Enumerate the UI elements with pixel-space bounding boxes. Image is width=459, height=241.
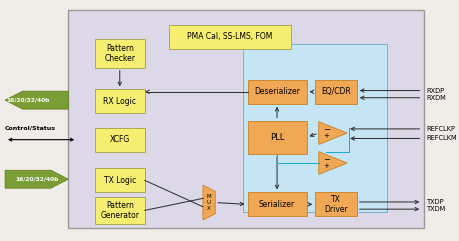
Text: RX Logic: RX Logic	[103, 97, 136, 106]
FancyBboxPatch shape	[314, 80, 356, 104]
Text: Control/Status: Control/Status	[5, 125, 56, 130]
FancyBboxPatch shape	[247, 120, 306, 154]
Text: TX
Driver: TX Driver	[324, 195, 347, 214]
Text: REFCLKM: REFCLKM	[426, 135, 456, 141]
Text: Serializer: Serializer	[258, 200, 295, 209]
Text: TXDP: TXDP	[426, 199, 443, 205]
Text: 16/20/32/40b: 16/20/32/40b	[15, 177, 58, 182]
FancyBboxPatch shape	[95, 89, 145, 113]
Text: PMA Cal, SS-LMS, FOM: PMA Cal, SS-LMS, FOM	[187, 32, 272, 41]
Text: Deserializer: Deserializer	[253, 87, 299, 96]
Text: TXDM: TXDM	[426, 206, 445, 212]
FancyBboxPatch shape	[243, 44, 386, 212]
Text: +: +	[323, 134, 329, 140]
FancyBboxPatch shape	[247, 80, 306, 104]
FancyBboxPatch shape	[95, 128, 145, 152]
Text: REFCLKP: REFCLKP	[426, 126, 455, 132]
Text: +: +	[323, 163, 329, 169]
Text: Pattern
Checker: Pattern Checker	[104, 44, 135, 63]
FancyBboxPatch shape	[168, 25, 291, 49]
FancyBboxPatch shape	[247, 192, 306, 216]
Text: 16/20/32/40b: 16/20/32/40b	[6, 98, 50, 103]
FancyBboxPatch shape	[95, 39, 145, 68]
Polygon shape	[318, 152, 347, 174]
FancyBboxPatch shape	[68, 10, 424, 228]
Text: −: −	[323, 155, 330, 164]
FancyArrow shape	[5, 170, 68, 188]
Text: −: −	[323, 125, 330, 134]
FancyBboxPatch shape	[314, 192, 356, 216]
Text: RXDP: RXDP	[426, 87, 444, 94]
FancyBboxPatch shape	[95, 197, 145, 224]
Polygon shape	[318, 122, 347, 144]
Text: EQ/CDR: EQ/CDR	[320, 87, 350, 96]
Text: Pattern
Generator: Pattern Generator	[100, 201, 139, 220]
Text: RXDM: RXDM	[426, 95, 445, 101]
Polygon shape	[202, 185, 215, 220]
Text: M
U
X: M U X	[206, 194, 210, 211]
FancyBboxPatch shape	[95, 168, 145, 192]
Text: TX Logic: TX Logic	[103, 176, 135, 185]
Text: XCFG: XCFG	[109, 135, 129, 144]
FancyArrow shape	[5, 91, 68, 109]
Text: PLL: PLL	[269, 133, 284, 142]
